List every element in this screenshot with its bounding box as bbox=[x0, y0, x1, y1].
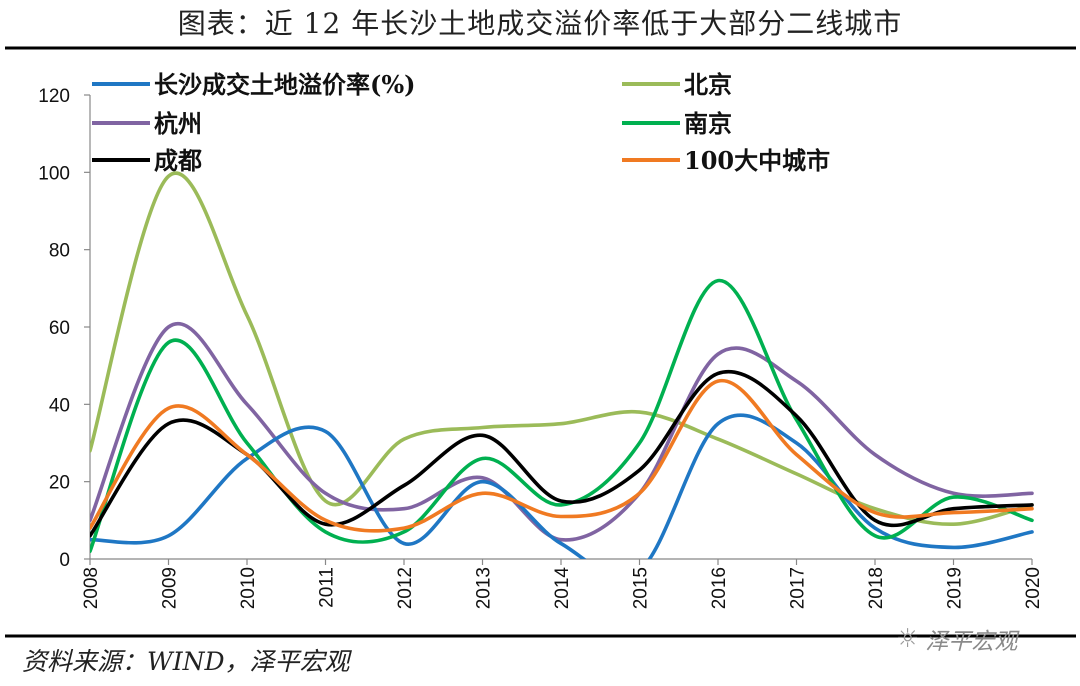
legend-label: 北京 bbox=[684, 70, 732, 99]
y-tick-label: 60 bbox=[49, 318, 70, 339]
y-tick-label: 120 bbox=[38, 86, 70, 107]
y-axis-ticks: 0 20 40 60 80 100 120 bbox=[38, 86, 90, 571]
x-tick-label: 2019 bbox=[945, 567, 966, 609]
legend-label: 杭州 bbox=[154, 109, 202, 138]
y-tick-label: 20 bbox=[49, 473, 70, 494]
series-line-5 bbox=[90, 378, 1034, 533]
x-tick-label: 2014 bbox=[552, 567, 573, 610]
x-tick-label: 2008 bbox=[81, 567, 102, 609]
watermark: ☼ 泽平宏观 bbox=[896, 622, 1017, 656]
series-line-2 bbox=[90, 322, 1034, 542]
x-tick-label: 2016 bbox=[709, 567, 730, 609]
series-line-3 bbox=[90, 278, 1034, 554]
x-tick-label: 2020 bbox=[1023, 567, 1044, 609]
x-tick-label: 2011 bbox=[317, 567, 338, 608]
wechat-icon: ☼ bbox=[896, 624, 920, 654]
y-tick-label: 40 bbox=[49, 395, 70, 416]
series-lines bbox=[90, 171, 1034, 559]
x-tick-label: 2017 bbox=[788, 567, 809, 609]
legend-label: 南京 bbox=[684, 109, 732, 138]
x-tick-label: 2013 bbox=[474, 567, 495, 609]
y-tick-label: 100 bbox=[38, 163, 70, 184]
series-line-4 bbox=[90, 370, 1034, 538]
watermark-text: 泽平宏观 bbox=[925, 629, 1018, 655]
source-note: 资料来源：WIND，泽平宏观 bbox=[22, 647, 350, 676]
y-tick-label: 0 bbox=[59, 550, 70, 571]
x-tick-label: 2010 bbox=[238, 567, 259, 609]
y-tick-label: 80 bbox=[49, 241, 70, 262]
legend-label: 成都 bbox=[154, 146, 202, 175]
legend-label: 长沙成交土地溢价率(%) bbox=[154, 70, 416, 99]
x-tick-label: 2018 bbox=[866, 567, 887, 609]
x-tick-label: 2012 bbox=[395, 567, 416, 609]
x-tick-label: 2009 bbox=[160, 567, 181, 609]
chart-title: 图表：近 12 年长沙土地成交溢价率低于大部分二线城市 bbox=[177, 7, 903, 40]
x-tick-label: 2015 bbox=[631, 567, 652, 609]
legend-label: 100大中城市 bbox=[684, 146, 830, 175]
x-axis-ticks: 2008 2009 2010 2011 2012 2013 2014 2015 2016 2017… bbox=[81, 559, 1044, 609]
